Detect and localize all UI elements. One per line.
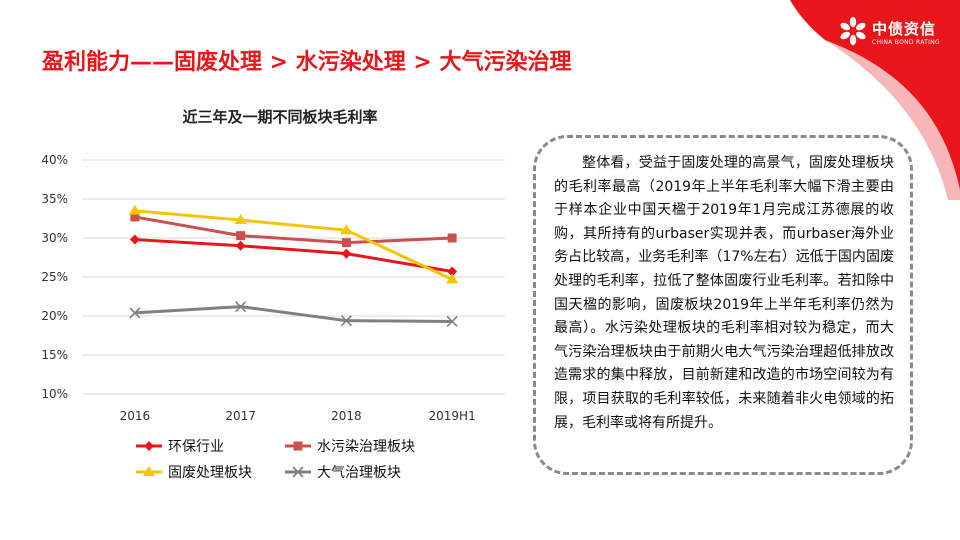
data-point-marker bbox=[235, 301, 247, 313]
data-point-marker bbox=[130, 212, 140, 222]
chart-title: 近三年及一期不同板块毛利率 bbox=[182, 108, 378, 126]
x-tick-label: 2018 bbox=[331, 409, 362, 423]
x-tick-label: 2019H1 bbox=[429, 409, 476, 423]
grid-lines bbox=[82, 159, 505, 395]
commentary-text: 整体看，受益于固废处理的高景气，固废处理板块的毛利率最高（2019年上半年毛利率… bbox=[554, 155, 894, 431]
data-point-marker bbox=[340, 315, 352, 327]
data-point-marker bbox=[447, 266, 458, 277]
x-tick-label: 2016 bbox=[120, 409, 151, 423]
legend-label: 固废处理板块 bbox=[168, 465, 252, 481]
data-point-marker bbox=[236, 231, 246, 241]
y-tick-label: 40% bbox=[41, 153, 68, 167]
data-point-marker bbox=[235, 240, 246, 251]
y-tick-label: 15% bbox=[41, 348, 68, 362]
y-tick-label: 35% bbox=[41, 192, 68, 206]
y-tick-label: 30% bbox=[41, 231, 68, 245]
x-tick-label: 2017 bbox=[225, 409, 256, 423]
data-point-marker bbox=[234, 214, 247, 225]
snowflake-emblem-icon bbox=[840, 16, 866, 46]
data-point-marker bbox=[129, 234, 140, 245]
data-point-marker bbox=[143, 466, 155, 476]
data-point-marker bbox=[128, 204, 141, 215]
data-point-marker bbox=[341, 248, 352, 259]
legend-label: 环保行业 bbox=[168, 439, 224, 455]
series-line bbox=[134, 215, 453, 245]
line-chart: 10% 15% 20% 25% 30% 35% 40% 2016 2017 2018 2019H1… bbox=[41, 153, 505, 481]
brand-logo: 中债资信 CHINA BOND RATING bbox=[838, 14, 940, 60]
data-point-marker bbox=[447, 233, 457, 243]
brand-english-name: CHINA BOND RATING bbox=[872, 39, 940, 46]
y-tick-label: 10% bbox=[41, 387, 68, 401]
y-tick-label: 20% bbox=[41, 309, 68, 323]
series-line bbox=[134, 209, 453, 281]
legend-label: 大气治理板块 bbox=[317, 465, 401, 481]
y-tick-label: 25% bbox=[41, 270, 68, 284]
data-point-marker bbox=[144, 441, 154, 451]
data-point-marker bbox=[340, 224, 353, 235]
series-line bbox=[134, 238, 453, 274]
y-axis-ticks: 10% 15% 20% 25% 30% 35% 40% bbox=[41, 153, 68, 401]
data-point-marker bbox=[292, 466, 304, 478]
data-point-marker bbox=[293, 441, 303, 451]
data-point-marker bbox=[129, 307, 141, 319]
page-title: 盈利能力——固废处理 > 水污染处理 > 大气污染治理 bbox=[42, 50, 572, 75]
commentary-box: 整体看，受益于固废处理的高景气，固废处理板块的毛利率最高（2019年上半年毛利率… bbox=[533, 135, 913, 475]
series-line bbox=[134, 305, 453, 323]
series-group bbox=[128, 204, 459, 328]
x-axis-ticks: 2016 2017 2018 2019H1 bbox=[120, 409, 476, 423]
data-point-marker bbox=[446, 273, 459, 284]
legend-label: 水污染治理板块 bbox=[317, 439, 415, 455]
corner-decoration bbox=[790, 0, 960, 200]
brand-name: 中债资信 bbox=[872, 20, 937, 38]
data-point-marker bbox=[446, 315, 458, 328]
data-point-marker bbox=[341, 238, 351, 248]
